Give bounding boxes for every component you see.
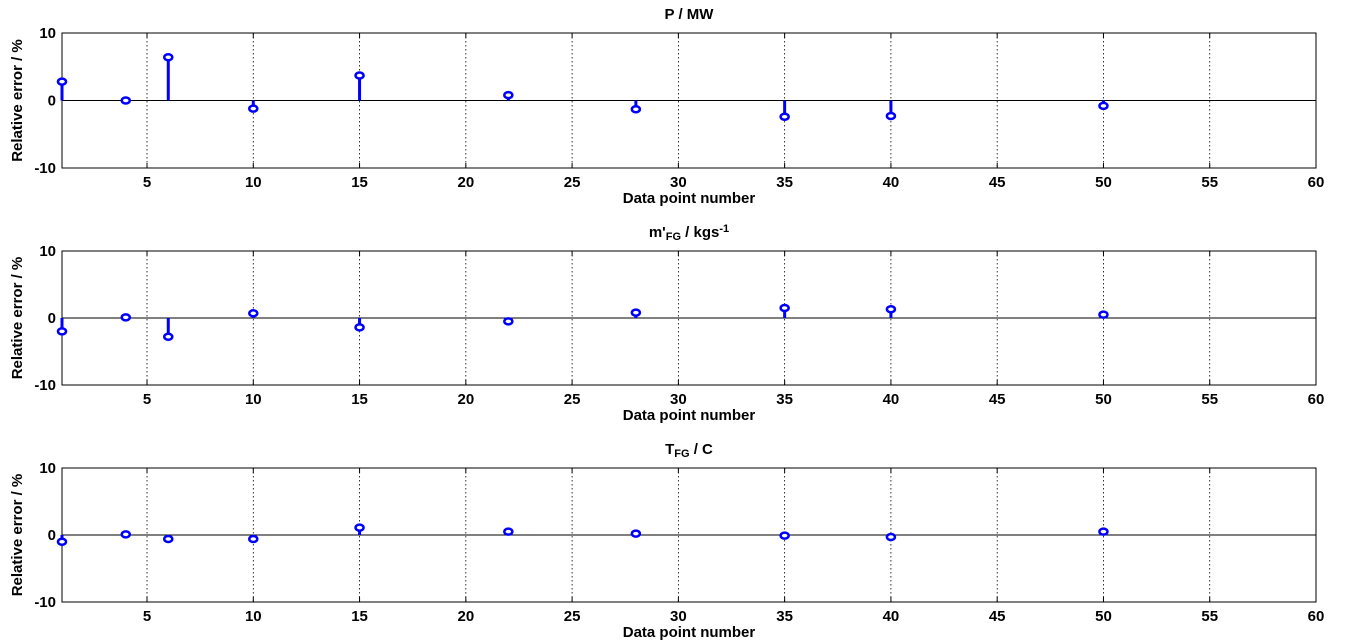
subplot-3: 5 10 15 20 25 30 35 40 45 50 55 60 -10 0 10 TFG / C Data… xyxy=(9,441,1324,641)
subplot-title: TFG / C xyxy=(665,441,713,460)
x-tick-label: 25 xyxy=(564,391,581,408)
stem-marker xyxy=(163,534,174,544)
stem-marker xyxy=(630,529,642,538)
stem-marker xyxy=(885,305,897,314)
stem-marker xyxy=(779,112,790,121)
stem-marker xyxy=(120,530,132,539)
x-tick-label: 50 xyxy=(1095,391,1112,408)
stem-marker xyxy=(503,317,514,326)
stem-marker xyxy=(354,523,365,532)
x-tick-label: 35 xyxy=(776,174,793,191)
stem-marker xyxy=(120,96,132,105)
title-part: P / MW xyxy=(665,6,715,23)
x-tick-label: 45 xyxy=(989,608,1006,625)
stem-marker xyxy=(163,53,174,62)
stem-marker xyxy=(248,534,259,544)
x-tick-label: 15 xyxy=(351,174,368,191)
x-tick-label: 55 xyxy=(1201,391,1218,408)
stem-marker xyxy=(354,71,365,80)
stem-marker xyxy=(1098,527,1109,536)
y-tick-label: 10 xyxy=(39,243,56,260)
y-axis-label: Relative error / % xyxy=(9,257,26,380)
x-tick-label: 60 xyxy=(1308,608,1325,625)
y-tick-label: -10 xyxy=(34,160,56,177)
x-tick-label: 10 xyxy=(245,174,262,191)
stem-marker xyxy=(1098,101,1109,111)
title-part: m' xyxy=(649,224,666,241)
x-tick-label: 35 xyxy=(776,608,793,625)
stem-marker xyxy=(354,323,365,332)
y-axis-label: Relative error / % xyxy=(9,474,26,597)
x-tick-label: 50 xyxy=(1095,174,1112,191)
stem-marker xyxy=(779,303,790,313)
x-tick-label: 30 xyxy=(670,174,687,191)
x-tick-label: 40 xyxy=(883,174,900,191)
x-axis-label: Data point number xyxy=(623,190,756,207)
y-tick-label: 10 xyxy=(39,460,56,477)
title-part: / kgs xyxy=(681,224,719,241)
y-tick-label: 0 xyxy=(48,93,56,110)
x-tick-label: 60 xyxy=(1308,391,1325,408)
title-part: FG xyxy=(666,231,681,243)
x-tick-label: 10 xyxy=(245,391,262,408)
title-part: / C xyxy=(690,441,714,458)
stem-marker xyxy=(779,531,790,540)
x-axis-label: Data point number xyxy=(623,624,756,641)
title-part: -1 xyxy=(719,223,729,235)
stem-marker xyxy=(885,111,897,121)
stem-marker xyxy=(248,309,259,318)
x-tick-label: 25 xyxy=(564,608,581,625)
stem-marker xyxy=(503,90,514,100)
stem-marker xyxy=(630,105,642,114)
x-tick-label: 20 xyxy=(457,174,474,191)
x-tick-label: 45 xyxy=(989,391,1006,408)
x-tick-label: 55 xyxy=(1201,608,1218,625)
subplot-1: 5 10 15 20 25 30 35 40 45 50 55 60 -10 0 10 P / MW Data … xyxy=(9,6,1324,207)
y-axis-label: Relative error / % xyxy=(9,39,26,162)
x-tick-label: 30 xyxy=(670,608,687,625)
stem-marker xyxy=(885,532,897,542)
x-axis-label: Data point number xyxy=(623,407,756,424)
stem-series-1 xyxy=(56,303,1109,342)
subplot-title: m'FG / kgs-1 xyxy=(649,223,729,243)
title-part: FG xyxy=(674,448,689,460)
x-tick-label: 30 xyxy=(670,391,687,408)
stem-series-1 xyxy=(56,523,1109,546)
stem-marker xyxy=(630,308,642,317)
x-tick-label: 5 xyxy=(143,391,151,408)
x-tick-label: 35 xyxy=(776,391,793,408)
y-tick-label: 0 xyxy=(48,310,56,327)
stem-marker xyxy=(56,537,68,546)
y-tick-label: 0 xyxy=(48,527,56,544)
y-tick-label: -10 xyxy=(34,377,56,394)
x-tick-label: 40 xyxy=(883,608,900,625)
stem-marker xyxy=(163,332,174,342)
x-tick-label: 20 xyxy=(457,391,474,408)
subplot-title: P / MW xyxy=(665,6,715,23)
x-tick-label: 50 xyxy=(1095,608,1112,625)
x-tick-label: 25 xyxy=(564,174,581,191)
stem-marker xyxy=(1098,310,1109,319)
x-tick-label: 15 xyxy=(351,608,368,625)
stem-marker xyxy=(56,327,68,336)
stem-marker xyxy=(56,77,68,86)
title-part: T xyxy=(665,441,674,458)
x-tick-label: 20 xyxy=(457,608,474,625)
stem-marker xyxy=(503,527,514,536)
stem-marker xyxy=(248,104,259,113)
x-tick-label: 10 xyxy=(245,608,262,625)
x-tick-label: 5 xyxy=(143,608,151,625)
y-tick-label: 10 xyxy=(39,25,56,42)
x-tick-label: 40 xyxy=(883,391,900,408)
x-tick-label: 45 xyxy=(989,174,1006,191)
stem-series-1 xyxy=(56,53,1109,121)
x-tick-label: 60 xyxy=(1308,174,1325,191)
subplot-2: 5 10 15 20 25 30 35 40 45 50 55 60 -10 0 10 m'FG / kgs-… xyxy=(9,223,1324,424)
x-tick-label: 15 xyxy=(351,391,368,408)
x-tick-label: 55 xyxy=(1201,174,1218,191)
stem-marker xyxy=(120,313,132,322)
y-tick-label: -10 xyxy=(34,594,56,611)
x-tick-label: 5 xyxy=(143,174,151,191)
